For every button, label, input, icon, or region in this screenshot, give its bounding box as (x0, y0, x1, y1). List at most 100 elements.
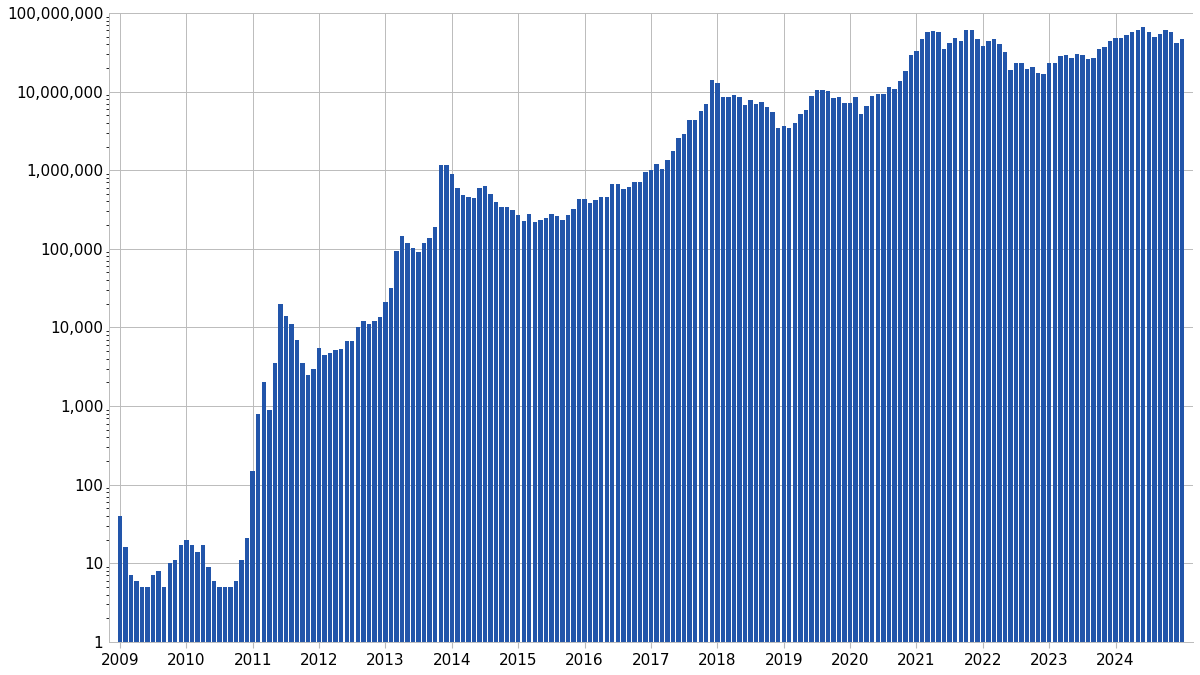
Bar (406, 242, 409, 675)
Bar (522, 221, 526, 675)
Bar (1058, 57, 1062, 675)
Bar (317, 348, 322, 675)
Bar (134, 580, 139, 675)
Bar (262, 383, 266, 675)
Bar (781, 126, 786, 675)
Bar (234, 580, 239, 675)
Bar (450, 173, 454, 675)
Bar (804, 110, 808, 675)
Bar (378, 317, 382, 675)
Bar (1118, 38, 1123, 675)
Bar (1031, 67, 1034, 675)
Bar (936, 32, 941, 675)
Bar (173, 560, 178, 675)
Bar (1097, 49, 1102, 675)
Bar (256, 414, 260, 675)
Bar (870, 96, 875, 675)
Bar (986, 41, 991, 675)
Bar (859, 114, 863, 675)
Bar (588, 203, 593, 675)
Bar (128, 576, 133, 675)
Bar (632, 182, 636, 675)
Bar (1141, 26, 1146, 675)
Bar (1130, 32, 1134, 675)
Bar (931, 31, 935, 675)
Bar (997, 45, 1002, 675)
Bar (970, 30, 974, 675)
Bar (864, 105, 869, 675)
Bar (660, 169, 665, 675)
Bar (787, 128, 792, 675)
Bar (964, 30, 968, 675)
Bar (959, 41, 962, 675)
Bar (550, 214, 553, 675)
Bar (1014, 63, 1019, 675)
Bar (372, 321, 377, 675)
Bar (991, 38, 996, 675)
Bar (887, 86, 892, 675)
Bar (438, 165, 443, 675)
Bar (842, 103, 847, 675)
Bar (422, 242, 426, 675)
Bar (743, 105, 748, 675)
Bar (698, 111, 703, 675)
Bar (643, 172, 648, 675)
Bar (1019, 63, 1024, 675)
Bar (792, 123, 797, 675)
Bar (499, 207, 504, 675)
Bar (400, 236, 404, 675)
Bar (1063, 55, 1068, 675)
Bar (1103, 47, 1106, 675)
Bar (815, 90, 820, 675)
Bar (283, 316, 288, 675)
Bar (527, 214, 532, 675)
Bar (1008, 70, 1013, 675)
Bar (1048, 63, 1051, 675)
Bar (162, 587, 167, 675)
Bar (311, 369, 316, 675)
Bar (295, 340, 299, 675)
Bar (240, 560, 244, 675)
Bar (1175, 43, 1178, 675)
Bar (1080, 55, 1085, 675)
Bar (516, 215, 521, 675)
Bar (721, 97, 725, 675)
Bar (478, 188, 481, 675)
Bar (898, 80, 902, 675)
Bar (571, 209, 576, 675)
Bar (328, 352, 332, 675)
Bar (355, 327, 360, 675)
Bar (410, 248, 415, 675)
Bar (809, 97, 814, 675)
Bar (223, 587, 227, 675)
Bar (976, 39, 979, 675)
Bar (1036, 74, 1040, 675)
Bar (1152, 37, 1157, 675)
Bar (1086, 59, 1090, 675)
Bar (1124, 35, 1129, 675)
Bar (140, 587, 144, 675)
Bar (1075, 53, 1079, 675)
Bar (776, 128, 780, 675)
Bar (821, 90, 824, 675)
Bar (300, 363, 305, 675)
Bar (151, 576, 155, 675)
Bar (892, 89, 896, 675)
Bar (853, 97, 858, 675)
Bar (654, 164, 659, 675)
Bar (389, 288, 394, 675)
Bar (616, 184, 620, 675)
Bar (560, 219, 565, 675)
Bar (289, 324, 294, 675)
Bar (798, 114, 803, 675)
Bar (836, 97, 841, 675)
Bar (671, 151, 676, 675)
Bar (599, 198, 604, 675)
Bar (1114, 38, 1118, 675)
Bar (908, 55, 913, 675)
Bar (1163, 30, 1168, 675)
Bar (467, 198, 470, 675)
Bar (494, 202, 498, 675)
Bar (754, 104, 758, 675)
Bar (278, 304, 282, 675)
